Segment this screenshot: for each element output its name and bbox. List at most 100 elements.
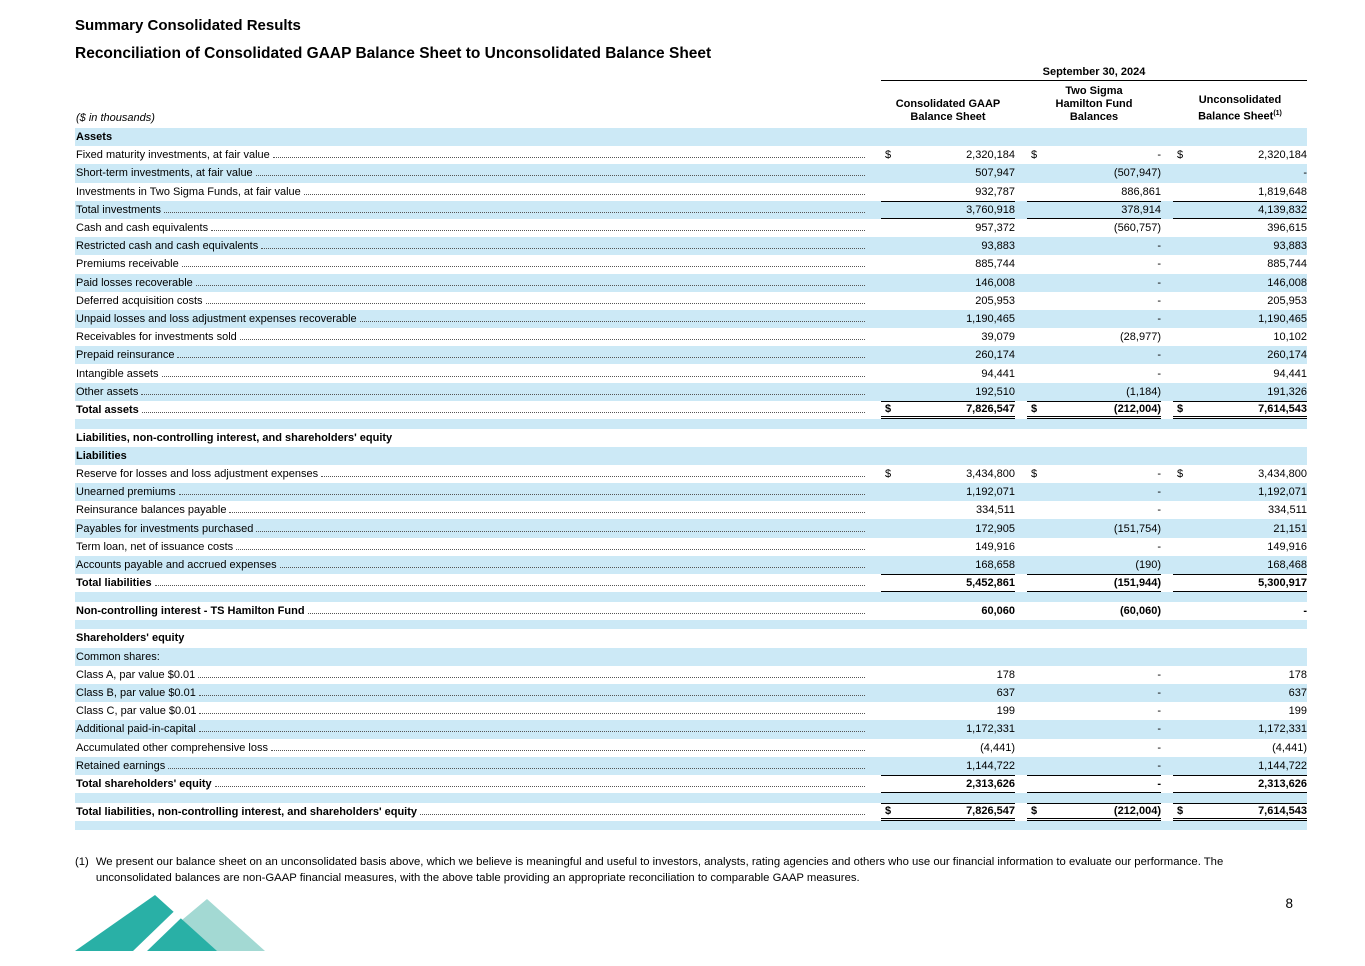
- row-label: Additional paid-in-capital: [76, 723, 196, 736]
- row-label: Short-term investments, at fair value: [76, 167, 253, 180]
- value-cell: (560,757): [1027, 219, 1161, 237]
- cell-value: 885,744: [1267, 258, 1307, 271]
- dotted-leader: [321, 475, 865, 477]
- cell-value: 1,172,331: [966, 723, 1015, 736]
- cell-value: -: [1157, 668, 1161, 681]
- cell-value: 7,826,547: [966, 402, 1015, 415]
- dotted-leader: [272, 157, 865, 159]
- table-row: Payables for investments purchased 172,90…: [75, 519, 1307, 538]
- currency-symbol: $: [1031, 804, 1038, 817]
- row-label: Accounts payable and accrued expenses: [76, 558, 277, 571]
- label-cell: Total liabilities, non-controlling inter…: [75, 806, 869, 818]
- value-cell: 1,172,331: [1173, 720, 1307, 738]
- value-cell: 149,916: [1173, 538, 1307, 556]
- value-cell: -: [1027, 684, 1161, 702]
- label-cell: Liabilities: [75, 450, 1307, 462]
- column-header: Unconsolidated Balance Sheet(1): [1173, 90, 1307, 128]
- value-cell: -: [1027, 774, 1161, 794]
- value-cell: (151,944): [1027, 574, 1161, 593]
- row-label: Reserve for losses and loss adjustment e…: [76, 467, 319, 480]
- value-cell: 1,144,722: [1173, 757, 1307, 775]
- dotted-leader: [211, 230, 865, 232]
- cell-value: 5,300,917: [1258, 577, 1307, 590]
- value-cell: 885,744: [881, 255, 1015, 273]
- table-row: Fixed maturity investments, at fair valu…: [75, 146, 1307, 164]
- value-columns-header: September 30, 2024 Consolidated GAAP Bal…: [869, 66, 1307, 128]
- value-cell: 60,060: [881, 602, 1015, 620]
- cell-value: 3,434,800: [1258, 467, 1307, 480]
- cell-value: -: [1157, 312, 1161, 325]
- table-row: Class B, par value $0.01 637 - 637: [75, 683, 1307, 703]
- cell-value: 21,151: [1273, 522, 1307, 535]
- label-cell: Total assets: [75, 404, 869, 416]
- cell-value: (507,947): [1113, 167, 1161, 180]
- value-cell: 260,174: [881, 346, 1015, 364]
- cell-value: 199: [996, 705, 1015, 718]
- dotted-leader: [229, 512, 865, 514]
- row-label: Deferred acquisition costs: [76, 294, 203, 307]
- label-cell: Investments in Two Sigma Funds, at fair …: [75, 186, 869, 198]
- currency-symbol: $: [1031, 402, 1038, 415]
- row-label: Fixed maturity investments, at fair valu…: [76, 149, 270, 162]
- dotted-leader: [198, 676, 865, 678]
- cell-value: 178: [1288, 668, 1307, 681]
- page-number: 8: [1285, 896, 1293, 911]
- cell-value: 172,905: [975, 522, 1015, 535]
- value-cell: 168,468: [1173, 556, 1307, 574]
- value-cell: (190): [1027, 556, 1161, 574]
- value-cell: 93,883: [1173, 237, 1307, 255]
- cell-value: 932,787: [975, 185, 1015, 198]
- cell-value: 146,008: [1267, 276, 1307, 289]
- value-cell: 168,658: [881, 556, 1015, 574]
- value-cell: 4,139,832: [1173, 200, 1307, 219]
- table-row: Premiums receivable 885,744 - 885,744: [75, 255, 1307, 273]
- cell-value: 1,144,722: [966, 759, 1015, 772]
- table-row: Accounts payable and accrued expenses 168…: [75, 555, 1307, 574]
- row-label: Liabilities: [76, 449, 127, 462]
- cell-value: 94,441: [981, 367, 1015, 380]
- dotted-leader: [163, 211, 865, 213]
- cell-value: 60,060: [981, 604, 1015, 617]
- spacer-row: [75, 592, 1307, 602]
- value-cell: 2,313,626: [1173, 774, 1307, 794]
- cell-value: 886,861: [1121, 185, 1161, 198]
- label-cell: Total shareholders' equity: [75, 778, 869, 790]
- row-label: Accumulated other comprehensive loss: [76, 741, 268, 754]
- cell-value: -: [1157, 258, 1161, 271]
- row-label: Restricted cash and cash equivalents: [76, 240, 259, 253]
- page-title: Summary Consolidated Results: [75, 17, 301, 34]
- row-label: Total liabilities: [76, 577, 152, 590]
- value-cell: $7,826,547: [881, 400, 1015, 419]
- dotted-leader: [261, 248, 865, 250]
- table-row: Class A, par value $0.01 178 - 178: [75, 666, 1307, 684]
- row-label: Premiums receivable: [76, 258, 179, 271]
- label-cell: Term loan, net of issuance costs: [75, 541, 869, 553]
- cell-value: -: [1157, 723, 1161, 736]
- table-row: Reserve for losses and loss adjustment e…: [75, 465, 1307, 483]
- value-cell: 1,190,465: [1173, 310, 1307, 328]
- dotted-leader: [205, 302, 865, 304]
- value-cell: -: [1027, 310, 1161, 328]
- dotted-leader: [303, 193, 865, 195]
- value-cell: 5,452,861: [881, 574, 1015, 593]
- currency-symbol: $: [1177, 402, 1184, 415]
- value-cell: 21,151: [1173, 519, 1307, 537]
- value-cell: 396,615: [1173, 219, 1307, 237]
- balance-sheet-table: ($ in thousands) September 30, 2024 Cons…: [75, 66, 1307, 831]
- value-cell: $ (212,004): [1027, 400, 1161, 419]
- logo-white-slash: [133, 895, 205, 951]
- label-cell: Deferred acquisition costs: [75, 295, 869, 307]
- label-cell: Receivables for investments sold: [75, 331, 869, 343]
- section-header-row: Shareholders' equity: [75, 629, 1307, 647]
- cell-value: 4,139,832: [1258, 203, 1307, 216]
- dotted-leader: [307, 612, 865, 614]
- cell-value: -: [1157, 777, 1161, 790]
- cell-value: -: [1157, 486, 1161, 499]
- row-label: Term loan, net of issuance costs: [76, 540, 234, 553]
- dotted-leader: [239, 339, 865, 341]
- row-label: Unearned premiums: [76, 486, 176, 499]
- value-cell: (60,060): [1027, 602, 1161, 620]
- value-cell: 199: [1173, 702, 1307, 720]
- value-cell: 94,441: [1173, 364, 1307, 382]
- column-header-text: Unconsolidated Balance Sheet: [1198, 94, 1282, 123]
